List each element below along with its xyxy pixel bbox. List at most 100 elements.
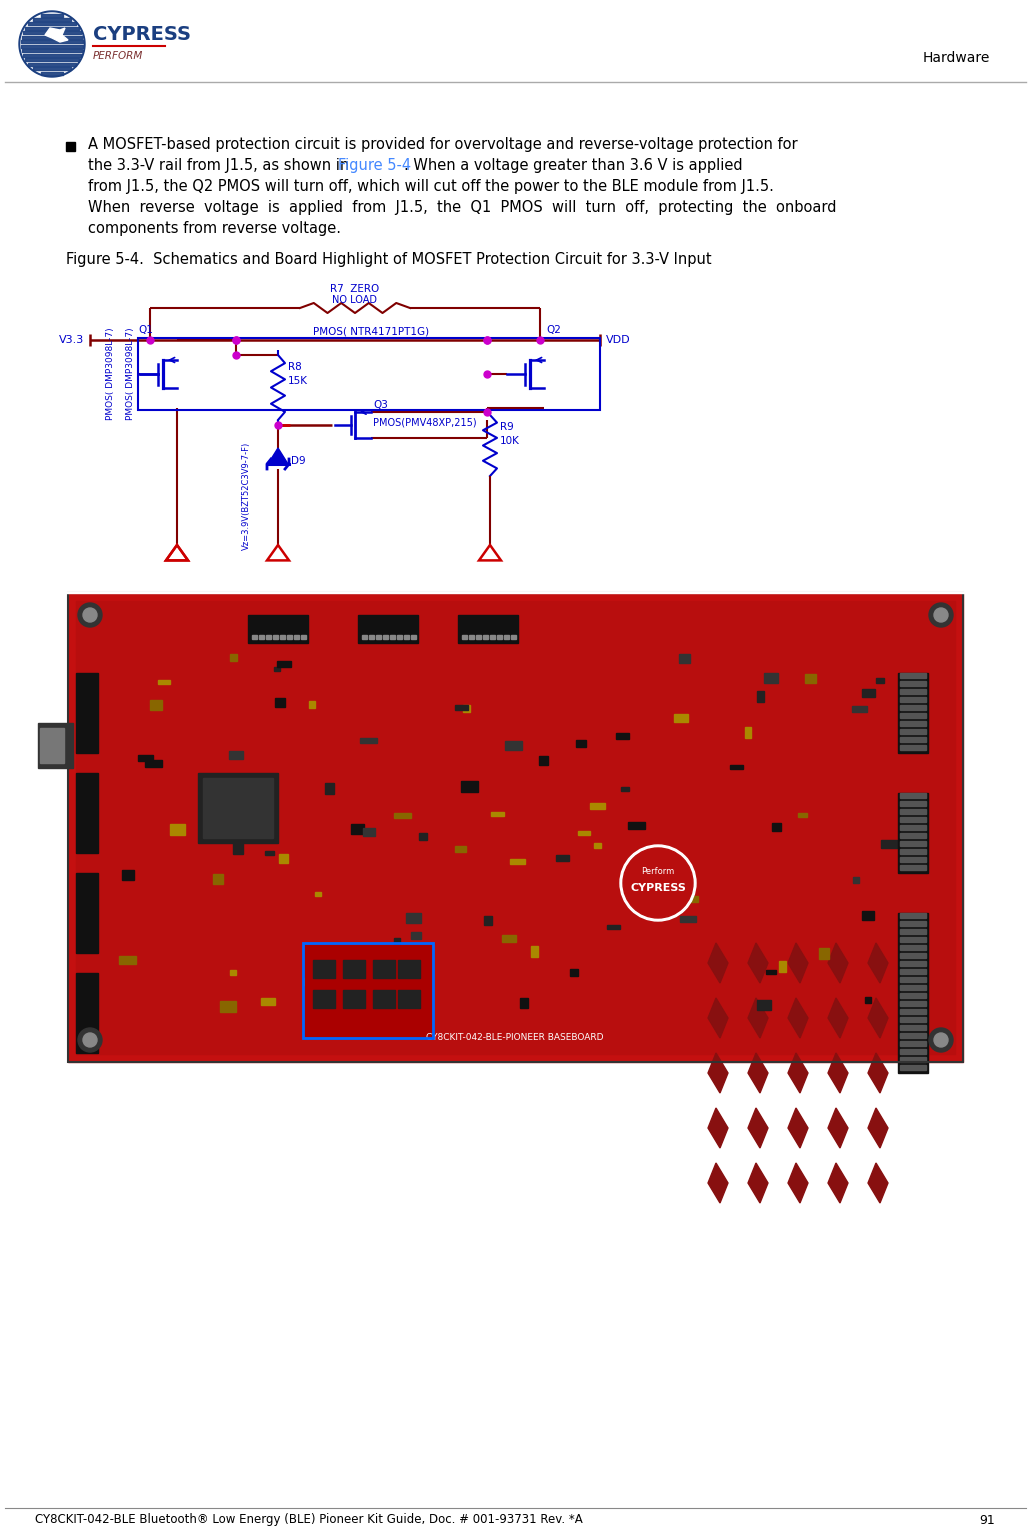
Text: Figure 5-4.  Schematics and Board Highlight of MOSFET Protection Circuit for 3.3: Figure 5-4. Schematics and Board Highlig… bbox=[66, 252, 711, 268]
Bar bbox=[287, 635, 292, 640]
Bar bbox=[779, 961, 786, 972]
Bar bbox=[900, 1025, 926, 1030]
Bar bbox=[469, 635, 474, 640]
Text: Hardware: Hardware bbox=[923, 50, 990, 64]
Polygon shape bbox=[749, 1053, 768, 1092]
Bar bbox=[510, 858, 525, 864]
Bar bbox=[502, 935, 516, 942]
Bar bbox=[149, 701, 162, 710]
Text: When  reverse  voltage  is  applied  from  J1.5,  the  Q1  PMOS  will  turn  off: When reverse voltage is applied from J1.… bbox=[88, 200, 836, 216]
Bar bbox=[539, 756, 548, 765]
Polygon shape bbox=[788, 998, 808, 1037]
Bar bbox=[303, 942, 433, 1037]
Polygon shape bbox=[708, 1163, 728, 1203]
Bar bbox=[138, 338, 600, 410]
Bar bbox=[900, 936, 926, 942]
Bar bbox=[616, 733, 629, 739]
Text: Perform: Perform bbox=[641, 866, 674, 875]
Bar bbox=[900, 681, 926, 685]
Bar bbox=[313, 990, 335, 1008]
Text: R9: R9 bbox=[500, 422, 513, 431]
Bar bbox=[594, 843, 601, 848]
Bar bbox=[745, 727, 751, 737]
Text: PMOS( DMP3098L-7): PMOS( DMP3098L-7) bbox=[126, 327, 134, 421]
Polygon shape bbox=[868, 942, 888, 982]
Bar bbox=[280, 635, 285, 640]
Bar bbox=[394, 812, 411, 819]
Bar bbox=[266, 635, 271, 640]
Bar bbox=[607, 926, 620, 929]
Bar bbox=[406, 913, 421, 923]
Bar bbox=[862, 910, 874, 920]
Bar bbox=[362, 635, 367, 640]
Bar bbox=[900, 961, 926, 965]
Bar bbox=[497, 635, 502, 640]
Bar bbox=[900, 1017, 926, 1022]
Bar bbox=[385, 947, 392, 953]
Bar bbox=[358, 615, 418, 643]
Bar bbox=[900, 849, 926, 854]
Bar bbox=[411, 932, 421, 939]
Bar bbox=[203, 777, 273, 838]
Bar bbox=[76, 673, 98, 753]
Bar bbox=[900, 728, 926, 734]
Polygon shape bbox=[19, 11, 85, 76]
Bar bbox=[68, 594, 963, 1062]
Bar bbox=[628, 822, 645, 829]
Bar bbox=[531, 946, 538, 956]
Bar bbox=[900, 817, 926, 822]
Polygon shape bbox=[268, 448, 288, 464]
Polygon shape bbox=[21, 12, 84, 75]
Text: D9: D9 bbox=[291, 456, 305, 467]
Polygon shape bbox=[868, 1163, 888, 1203]
Polygon shape bbox=[868, 1108, 888, 1148]
Polygon shape bbox=[708, 1108, 728, 1148]
Bar bbox=[363, 828, 375, 835]
Bar bbox=[315, 892, 321, 897]
Bar bbox=[279, 854, 288, 863]
Text: CY8CKIT-042-BLE-PIONEER BASEBOARD: CY8CKIT-042-BLE-PIONEER BASEBOARD bbox=[426, 1033, 604, 1042]
Bar bbox=[900, 985, 926, 990]
Bar bbox=[570, 968, 578, 976]
Bar bbox=[819, 949, 829, 959]
Bar bbox=[805, 675, 816, 682]
Polygon shape bbox=[788, 1108, 808, 1148]
Bar bbox=[404, 635, 409, 640]
Polygon shape bbox=[749, 942, 768, 982]
Text: 15K: 15K bbox=[288, 376, 308, 386]
Text: CYPRESS: CYPRESS bbox=[630, 883, 686, 894]
Bar bbox=[900, 673, 926, 678]
Bar bbox=[900, 968, 926, 975]
Polygon shape bbox=[708, 942, 728, 982]
Bar bbox=[900, 1050, 926, 1054]
Bar bbox=[304, 978, 312, 985]
Text: R8: R8 bbox=[288, 363, 302, 372]
Bar bbox=[900, 913, 926, 918]
Bar bbox=[900, 832, 926, 838]
Bar bbox=[491, 812, 504, 815]
Bar bbox=[900, 921, 926, 926]
Circle shape bbox=[929, 1028, 953, 1053]
Bar bbox=[343, 990, 365, 1008]
Polygon shape bbox=[828, 998, 849, 1037]
Bar bbox=[463, 705, 470, 711]
Bar bbox=[213, 874, 223, 884]
Bar bbox=[900, 1040, 926, 1047]
Bar bbox=[900, 698, 926, 702]
Text: A MOSFET-based protection circuit is provided for overvoltage and reverse-voltag: A MOSFET-based protection circuit is pro… bbox=[88, 138, 798, 151]
Bar bbox=[274, 667, 280, 672]
Bar bbox=[621, 786, 629, 791]
Bar bbox=[394, 938, 400, 946]
Bar bbox=[766, 970, 776, 975]
Bar bbox=[275, 698, 285, 707]
Polygon shape bbox=[868, 998, 888, 1037]
Bar bbox=[898, 673, 928, 753]
Bar bbox=[145, 760, 162, 767]
Bar bbox=[798, 812, 807, 817]
Polygon shape bbox=[828, 1163, 849, 1203]
Bar bbox=[252, 635, 257, 640]
Bar bbox=[674, 715, 688, 722]
Bar bbox=[483, 635, 488, 640]
Bar bbox=[505, 741, 522, 750]
Bar bbox=[138, 754, 153, 760]
